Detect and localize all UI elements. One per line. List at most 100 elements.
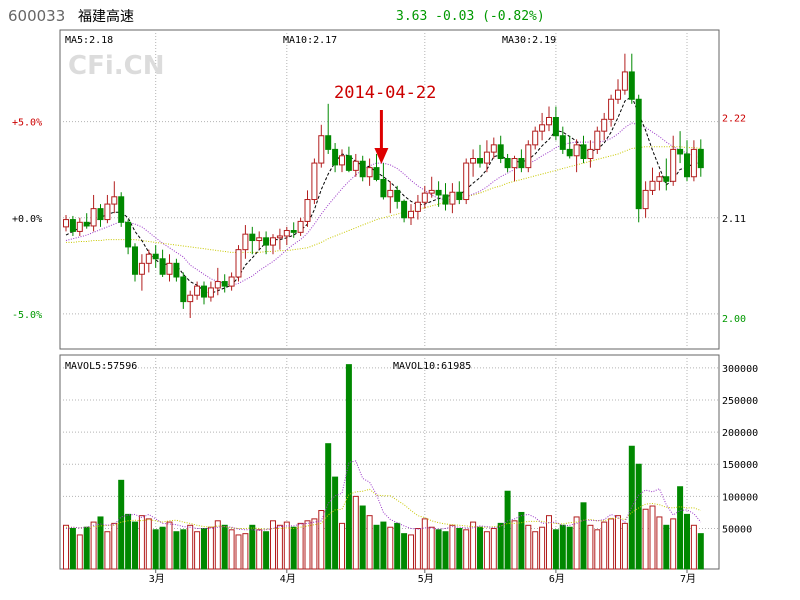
candle-body (621, 71, 628, 91)
candle-body (601, 118, 608, 132)
candle (504, 153, 511, 173)
volume-bar (270, 520, 276, 570)
candle-body (345, 155, 352, 171)
candle (587, 140, 594, 168)
candle (325, 103, 332, 154)
candle (552, 106, 559, 141)
volume-bar (394, 522, 401, 570)
candle (311, 158, 318, 205)
candle-body (470, 158, 477, 164)
volume-bar (552, 529, 559, 570)
candle (463, 158, 470, 205)
candle (125, 219, 132, 255)
candle-body (656, 176, 663, 182)
candle (373, 153, 380, 182)
candle (697, 139, 704, 177)
volume-bar (69, 528, 76, 570)
candle-body (615, 89, 621, 100)
candle-body (214, 281, 221, 289)
annotation-date-label: 2014-04-22 (334, 83, 436, 103)
volume-bar (649, 505, 656, 570)
volume-bars (63, 364, 704, 570)
candle-body (118, 196, 125, 223)
candle (270, 234, 276, 255)
candle (138, 254, 145, 291)
candle (63, 215, 69, 232)
volume-bar (352, 495, 359, 570)
volume-bar (615, 515, 621, 570)
candle-body (435, 189, 442, 196)
volume-bar (138, 515, 145, 570)
stock-code: 600033 (8, 7, 65, 25)
candle-body (228, 276, 235, 287)
candle (76, 217, 83, 236)
right-axis-tick-label: 2.22 (722, 113, 746, 124)
month-tick-label: 3月 (149, 573, 165, 585)
volume-bar (546, 515, 552, 570)
volume-axis-tick-label: 100000 (722, 492, 758, 503)
candle (173, 258, 180, 282)
candle (359, 155, 366, 182)
candle (83, 213, 90, 229)
candle (194, 281, 201, 300)
candle (511, 155, 518, 182)
volume-bar (366, 515, 373, 570)
price-left-axis: +5.0% +0.0% -5.0% (12, 118, 42, 321)
volume-bar (677, 486, 684, 570)
candle-body (573, 144, 580, 157)
candle (656, 172, 663, 191)
volume-bar (608, 518, 615, 570)
candle-body (566, 148, 573, 157)
candle-body (276, 235, 283, 239)
candle (573, 139, 580, 173)
candle-body (697, 148, 704, 169)
volume-bar (207, 526, 214, 570)
candle (283, 226, 290, 246)
candle-body (497, 144, 504, 160)
volume-bar (235, 534, 242, 570)
volume-axis-tick-label: 250000 (722, 396, 758, 407)
candle (539, 112, 546, 141)
volume-bar (642, 508, 649, 570)
volume-bar (621, 522, 628, 570)
volume-bar (380, 521, 387, 570)
date-annotation: 2014-04-22 (334, 83, 436, 164)
candle (670, 135, 677, 186)
candle-body (166, 262, 173, 275)
volume-bar (173, 531, 180, 570)
volume-bar (201, 528, 207, 570)
volume-bar (663, 524, 670, 570)
candle-body (63, 219, 69, 228)
candle (470, 149, 477, 177)
legend-ma10: MA10:2.17 (283, 35, 337, 46)
candle-body (325, 135, 332, 150)
volume-bar (532, 531, 539, 570)
candle-body (483, 151, 490, 164)
arrow-head (374, 148, 389, 164)
right-axis-tick-label: 2.00 (722, 314, 746, 325)
candle (387, 181, 394, 214)
volume-bar (297, 522, 304, 570)
candle-body (297, 220, 304, 233)
candle (207, 281, 214, 302)
candle-body (421, 192, 428, 203)
candle-body (318, 135, 325, 164)
candle (69, 215, 76, 236)
volume-bar (428, 526, 435, 570)
candle-body (490, 144, 497, 153)
mavol5-line (65, 460, 702, 531)
candle (394, 185, 401, 209)
candle (201, 281, 207, 305)
volume-bar (249, 524, 256, 570)
candle (635, 94, 642, 223)
month-tick-label: 4月 (280, 573, 296, 585)
candle-body (628, 71, 635, 100)
volume-bar (256, 529, 263, 570)
volume-bar (635, 463, 642, 570)
candle (408, 204, 414, 226)
volume-bar (97, 516, 104, 570)
volume-bar (594, 529, 601, 570)
candle-body (104, 203, 111, 221)
candle (304, 190, 311, 227)
volume-bar (525, 524, 532, 570)
